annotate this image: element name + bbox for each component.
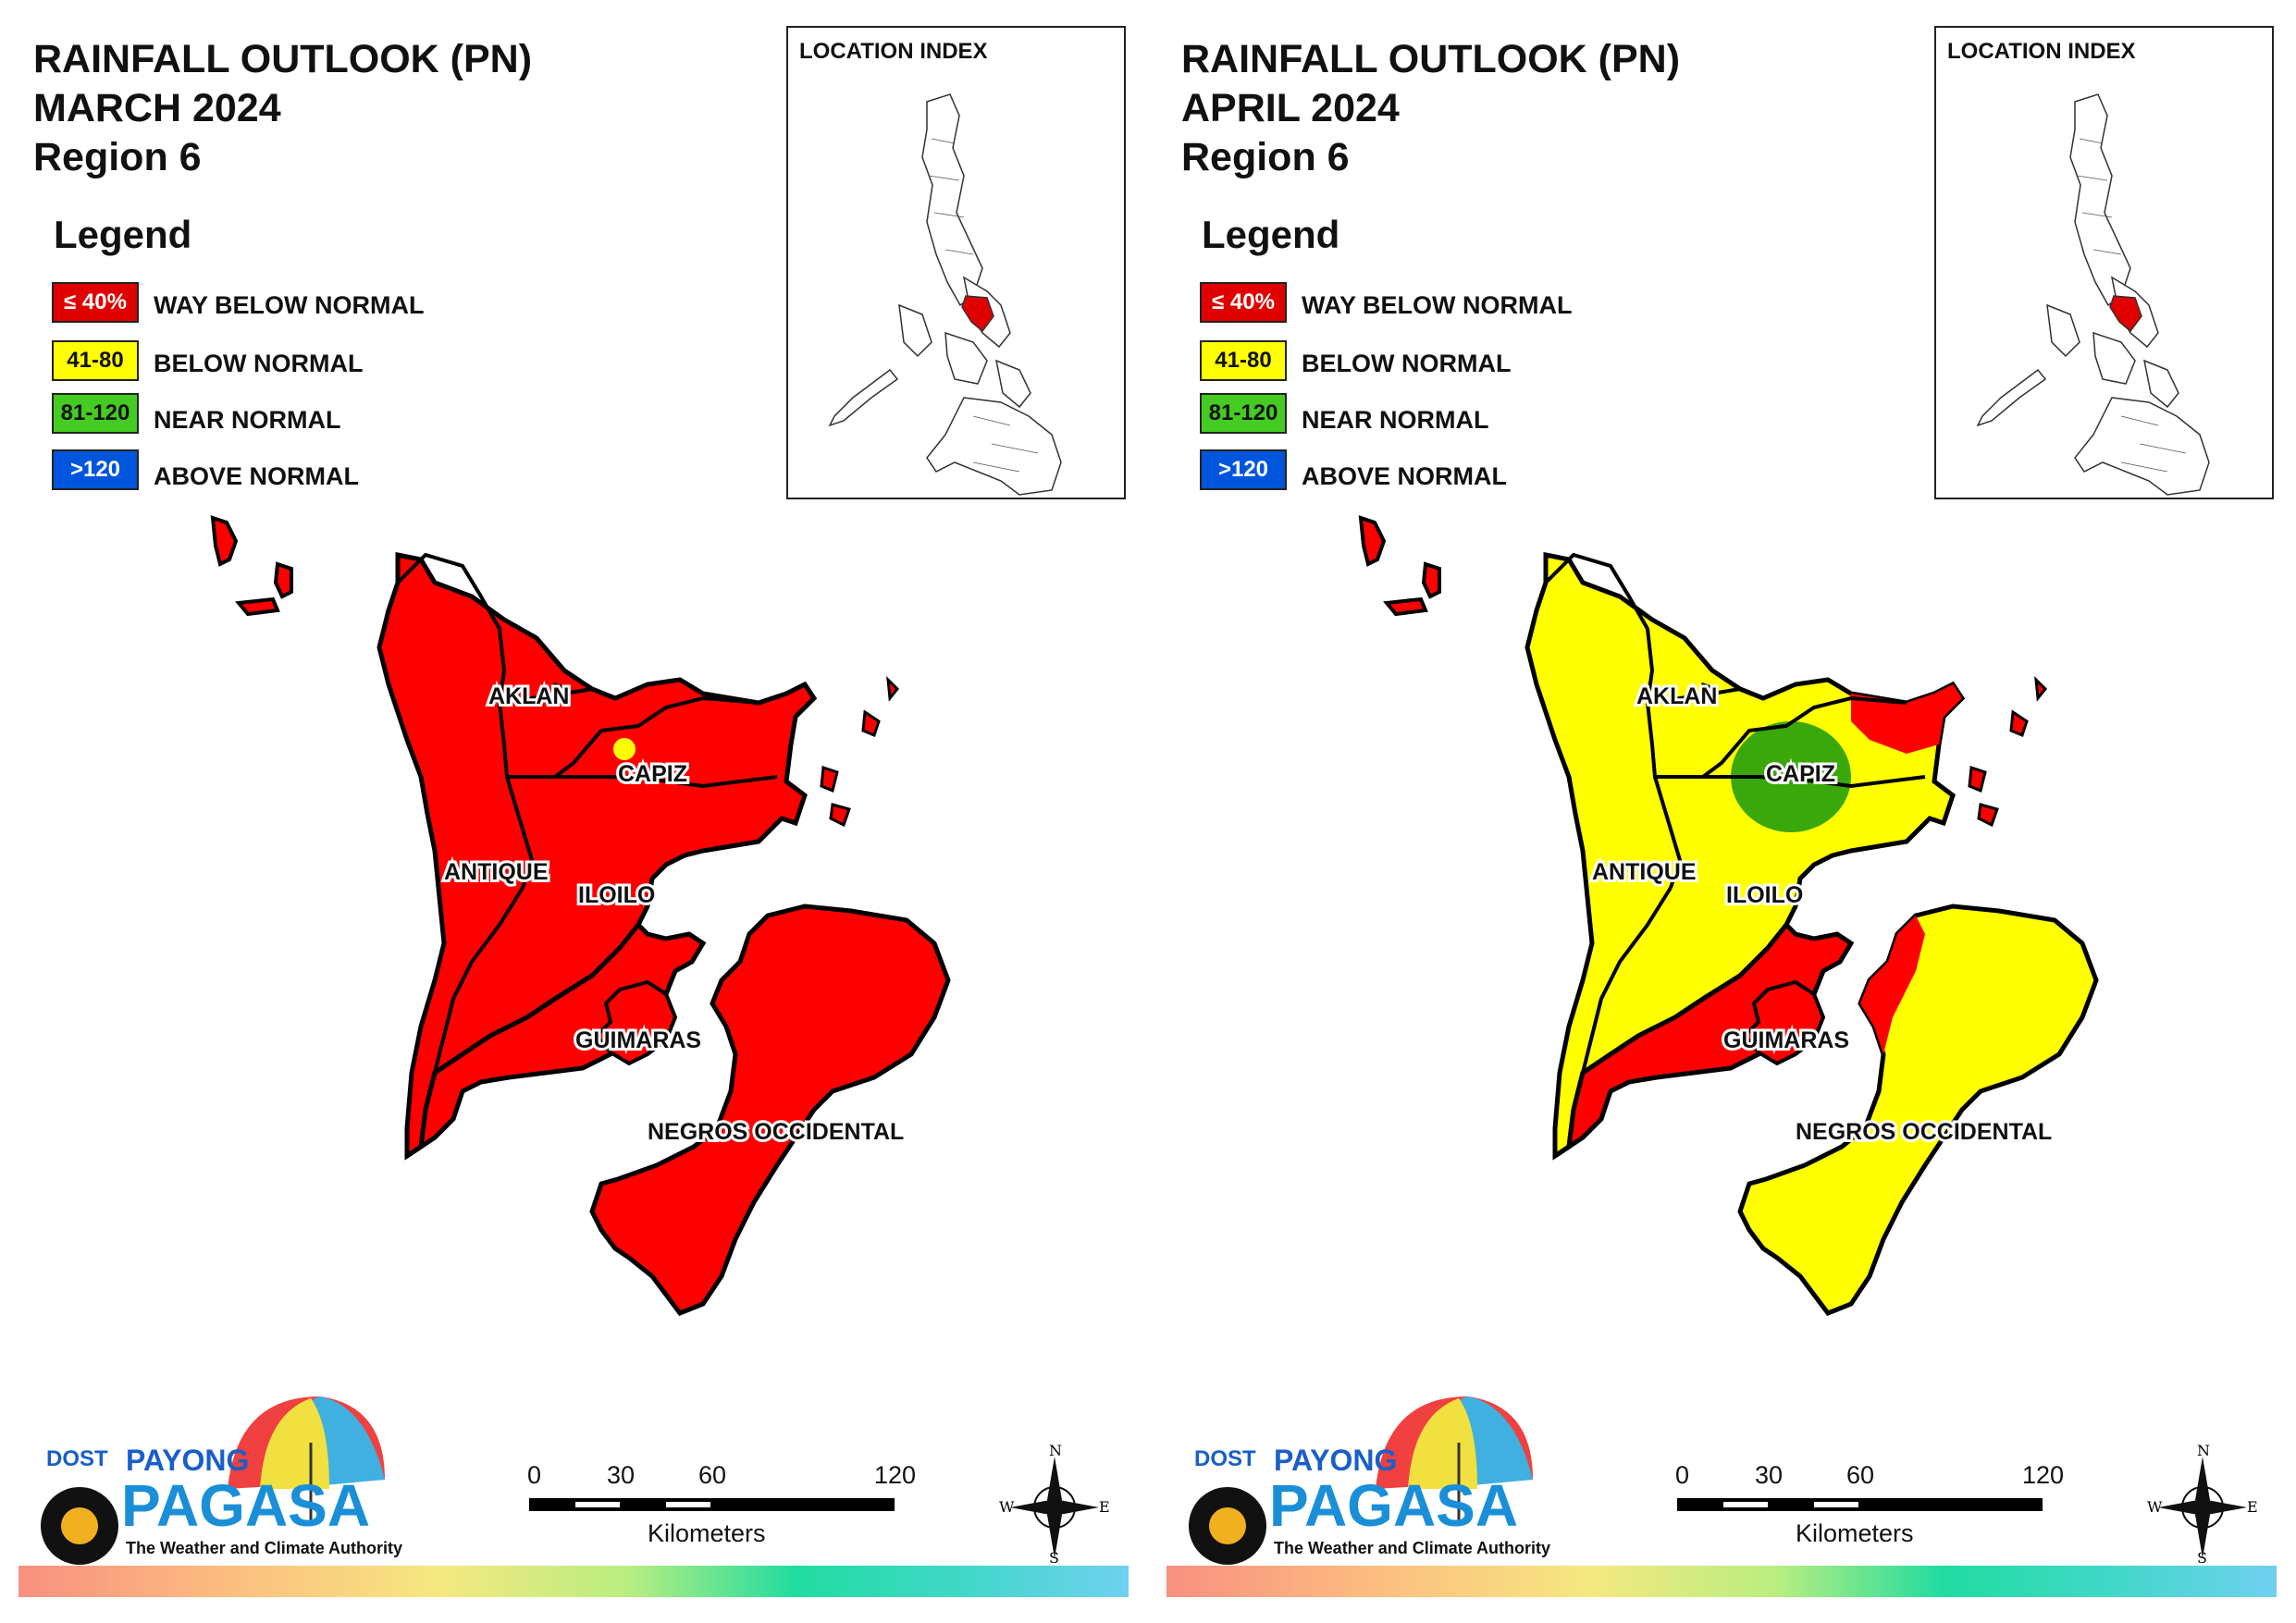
scale-bar-graphic [1677,1498,2043,1511]
compass-rose-icon: N S W E [2147,1443,2258,1563]
location-index-inset: LOCATION INDEX [1934,26,2274,499]
scale-tick: 60 [1846,1461,1875,1489]
color-gradient-bar [1167,1566,2277,1597]
inset-title: LOCATION INDEX [799,39,988,64]
logo-payong: PAYONG [126,1444,249,1477]
compass-s: S [1049,1549,1059,1563]
label-antique: ANTIQUE [1592,859,1697,885]
scale-tick: 0 [1675,1461,1690,1489]
scale-tick: 120 [2022,1461,2065,1489]
legend-title: Legend [1202,213,1340,256]
legend-swatch: 81-120 [1200,393,1287,434]
region6-highlight [961,295,994,333]
scale-tick: 120 [874,1461,917,1489]
label-negros: NEGROS OCCIDENTAL [648,1119,904,1145]
color-gradient-bar [19,1566,1129,1597]
scale-tick: 30 [607,1461,636,1489]
scale-unit: Kilometers [648,1519,766,1547]
label-capiz: CAPIZ [618,761,687,787]
legend-swatch: ≤ 40% [52,282,139,323]
map-title: RAINFALL OUTLOOK (PN) APRIL 2024 Region … [1181,35,1680,182]
scale-unit: Kilometers [1796,1519,1914,1547]
legend-label: ABOVE NORMAL [1302,462,1507,490]
legend-swatch: >120 [52,449,139,490]
logo-dost: DOST [1194,1446,1256,1471]
legend-swatch: 41-80 [52,340,139,381]
legend-swatch: >120 [1200,449,1287,490]
legend-swatch: ≤ 40% [1200,282,1287,323]
pagasa-logo: DOST PAYONG PAGASA The Weather and Clima… [1189,1396,1550,1565]
title-line-3: Region 6 [33,135,202,179]
title-line-1: RAINFALL OUTLOOK (PN) [33,37,533,81]
legend-label: WAY BELOW NORMAL [154,291,425,319]
legend-label: BELOW NORMAL [154,350,364,377]
map-panel-april: RAINFALL OUTLOOK (PN) APRIL 2024 Region … [1148,0,2296,1623]
logo-pagasa: PAGASA [1269,1472,1518,1539]
region6-highlight [2109,295,2142,333]
logo-payong: PAYONG [1274,1444,1397,1477]
title-line-2: APRIL 2024 [1181,86,1400,130]
philippines-outline-map [828,93,1062,496]
compass-e: E [2247,1498,2258,1516]
map-panel-march: RAINFALL OUTLOOK (PN) MARCH 2024 Region … [19,26,1129,1597]
label-aklan: AKLAN [1636,683,1718,709]
legend-label: WAY BELOW NORMAL [1302,291,1573,319]
compass-e: E [1099,1498,1110,1516]
compass-w: W [999,1498,1015,1516]
legend-swatch: 81-120 [52,393,139,434]
scale-tick: 0 [527,1461,542,1489]
legend-title: Legend [54,213,192,256]
map-title: RAINFALL OUTLOOK (PN) MARCH 2024 Region … [33,35,532,182]
label-iloilo: ILOILO [578,882,655,908]
label-capiz: CAPIZ [1766,761,1835,787]
scale-tick: 60 [698,1461,727,1489]
philippines-outline-map [1976,93,2210,496]
legend-label: BELOW NORMAL [1302,350,1512,377]
legend-label: NEAR NORMAL [1302,406,1489,434]
label-guimaras: GUIMARAS [575,1027,701,1053]
scale-bar: 0 30 60 120 Kilometers [527,1461,925,1554]
region6-map: AKLAN CAPIZ ANTIQUE ILOILO GUIMARAS NEGR… [210,515,951,1317]
compass-s: S [2197,1549,2207,1563]
label-guimaras: GUIMARAS [1723,1027,1849,1053]
title-line-3: Region 6 [1181,135,1350,179]
location-index-inset: LOCATION INDEX [786,26,1126,499]
scale-tick: 30 [1755,1461,1784,1489]
logo-tagline: The Weather and Climate Authority [1274,1539,1550,1557]
logo-dost: DOST [46,1446,108,1471]
compass-n: N [2197,1443,2210,1459]
legend-swatch: 41-80 [1200,340,1287,381]
legend-label: NEAR NORMAL [154,406,341,434]
title-line-2: MARCH 2024 [33,86,281,130]
scale-bar: 0 30 60 120 Kilometers [1675,1461,2073,1554]
compass-w: W [2147,1498,2163,1516]
label-iloilo: ILOILO [1726,882,1803,908]
region6-map: AKLAN CAPIZ ANTIQUE ILOILO GUIMARAS NEGR… [1358,515,2099,1317]
logo-tagline: The Weather and Climate Authority [126,1539,402,1557]
compass-rose-icon: N S W E [999,1443,1110,1563]
label-antique: ANTIQUE [444,859,549,885]
pagasa-logo: DOST PAYONG PAGASA The Weather and Clima… [41,1396,402,1565]
title-line-1: RAINFALL OUTLOOK (PN) [1181,37,1681,81]
logo-pagasa: PAGASA [121,1472,370,1539]
compass-n: N [1049,1443,1062,1459]
scale-bar-graphic [529,1498,895,1511]
inset-title: LOCATION INDEX [1947,39,2136,64]
label-aklan: AKLAN [488,683,570,709]
legend-label: ABOVE NORMAL [154,462,359,490]
label-negros: NEGROS OCCIDENTAL [1796,1119,2052,1145]
